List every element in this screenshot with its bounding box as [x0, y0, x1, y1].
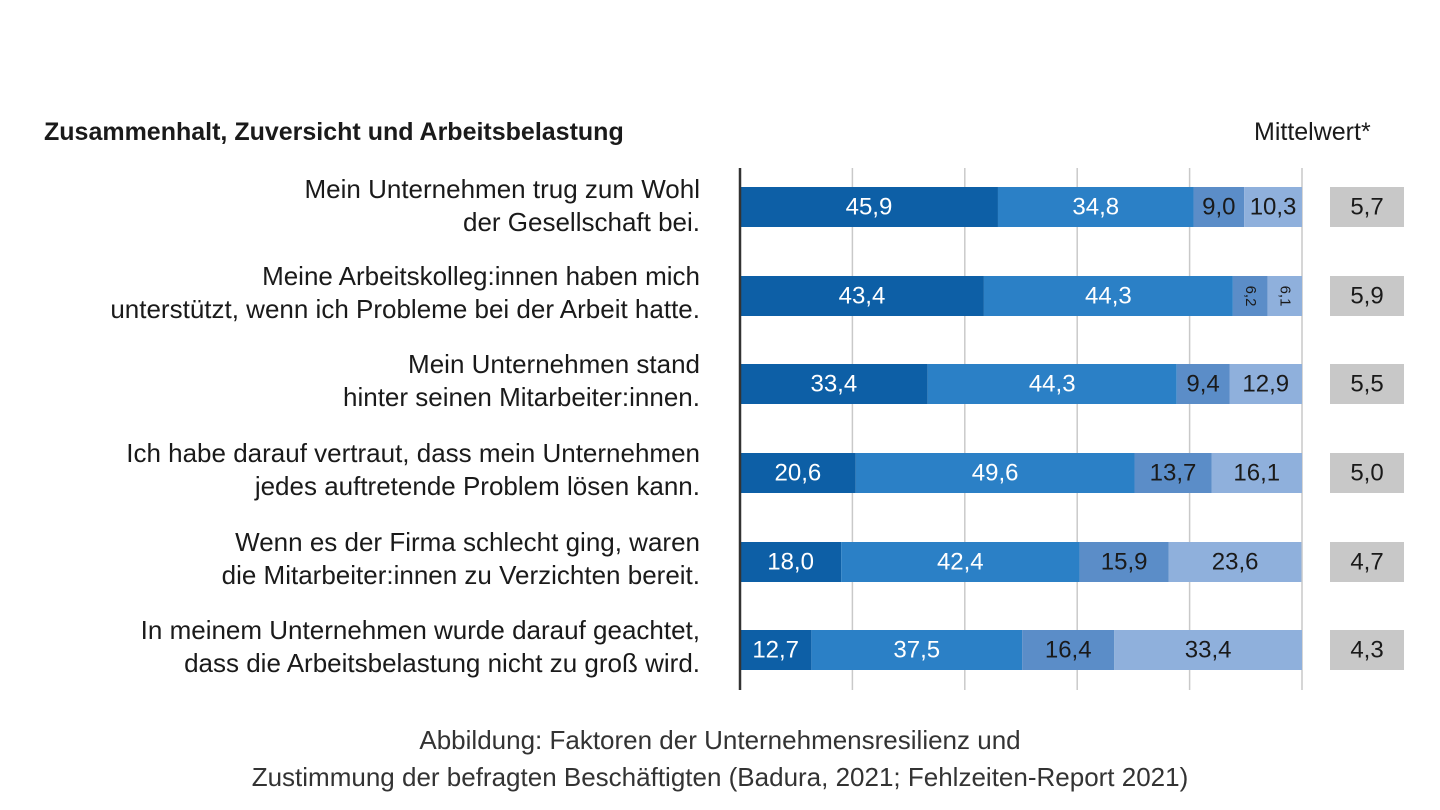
caption-line: Zustimmung der befragten Beschäftigten (… — [251, 762, 1189, 792]
mean-value-box — [1330, 630, 1404, 670]
figure-caption: Abbildung: Faktoren der Unternehmensresi… — [0, 722, 1440, 796]
row-label: Meine Arbeitskolleg:innen haben mich unt… — [0, 260, 700, 326]
bar-value-label: 12,9 — [1242, 371, 1289, 398]
row-label: In meinem Unternehmen wurde darauf geach… — [0, 614, 700, 680]
bar-segment — [997, 187, 1194, 227]
bar-value-label: 10,3 — [1250, 194, 1297, 221]
row-label-line: jedes auftretende Problem lösen kann. — [254, 471, 700, 501]
row-label-line: In meinem Unternehmen wurde darauf geach… — [140, 615, 700, 645]
mean-column-header: Mittelwert* — [1254, 118, 1371, 146]
bar-value-label: 44,3 — [1085, 283, 1132, 310]
bar-value-label: 42,4 — [937, 549, 984, 576]
row-label-line: Mein Unternehmen stand — [408, 349, 700, 379]
bar-value-label: 9,4 — [1186, 371, 1219, 398]
bar-value-label: 6,2 — [1242, 286, 1259, 307]
bar-value-label: 16,4 — [1045, 637, 1092, 664]
bar-segment — [811, 630, 1023, 670]
bar-segment — [740, 453, 856, 493]
mean-value-label: 4,3 — [1350, 637, 1383, 664]
row-label: Mein Unternehmen stand hinter seinen Mit… — [0, 348, 700, 414]
bar-value-label: 13,7 — [1150, 460, 1197, 487]
mean-value-box — [1330, 453, 1404, 493]
bar-value-label: 49,6 — [972, 460, 1019, 487]
mean-value-label: 5,0 — [1350, 460, 1383, 487]
row-label: Mein Unternehmen trug zum Wohl der Gesel… — [0, 173, 700, 239]
bar-value-label: 6,1 — [1276, 286, 1293, 307]
bar-value-label: 33,4 — [1185, 637, 1232, 664]
row-label-line: Meine Arbeitskolleg:innen haben mich — [262, 261, 700, 291]
bar-segment — [1079, 542, 1169, 582]
bar-segment — [855, 453, 1135, 493]
bar-value-label: 12,7 — [752, 637, 799, 664]
bar-segment — [1022, 630, 1115, 670]
bar-value-label: 43,4 — [839, 283, 886, 310]
bar-segment — [927, 364, 1177, 404]
bar-segment — [1229, 364, 1302, 404]
bar-value-label: 23,6 — [1212, 549, 1259, 576]
bar-segment — [841, 542, 1080, 582]
bar-segment — [1114, 630, 1302, 670]
chart-title: Zusammenhalt, Zuversicht und Arbeitsbela… — [44, 118, 624, 146]
row-label-line: Ich habe darauf vertraut, dass mein Unte… — [126, 438, 700, 468]
bar-value-label: 20,6 — [775, 460, 822, 487]
row-label: Ich habe darauf vertraut, dass mein Unte… — [0, 437, 700, 503]
mean-value-label: 5,7 — [1350, 194, 1383, 221]
caption-line: Abbildung: Faktoren der Unternehmensresi… — [419, 725, 1021, 755]
bar-value-label: 9,0 — [1202, 194, 1235, 221]
bar-value-label: 18,0 — [767, 549, 814, 576]
bar-segment — [1193, 187, 1245, 227]
bar-segment — [740, 542, 842, 582]
mean-value-box — [1330, 364, 1404, 404]
bar-value-label: 33,4 — [810, 371, 857, 398]
bar-segment — [1232, 276, 1268, 316]
bar-segment — [1244, 187, 1302, 227]
mean-value-box — [1330, 187, 1404, 227]
bar-segment — [740, 187, 998, 227]
bar-segment — [1168, 542, 1302, 582]
row-label-line: unterstützt, wenn ich Probleme bei der A… — [110, 294, 700, 324]
row-label-line: hinter seinen Mitarbeiter:innen. — [343, 382, 700, 412]
bar-value-label: 44,3 — [1029, 371, 1076, 398]
mean-value-box — [1330, 542, 1404, 582]
bar-segment — [1267, 276, 1302, 316]
bar-segment — [1176, 364, 1230, 404]
row-label-line: der Gesellschaft bei. — [462, 207, 700, 237]
bar-value-label: 16,1 — [1233, 460, 1280, 487]
bar-value-label: 37,5 — [893, 637, 940, 664]
row-label: Wenn es der Firma schlecht ging, waren d… — [0, 526, 700, 592]
mean-value-label: 4,7 — [1350, 549, 1383, 576]
mean-value-label: 5,5 — [1350, 371, 1383, 398]
bar-value-label: 34,8 — [1072, 194, 1119, 221]
mean-value-box — [1330, 276, 1404, 316]
row-label-line: die Mitarbeiter:innen zu Verzichten bere… — [221, 560, 700, 590]
row-label-line: Mein Unternehmen trug zum Wohl — [304, 174, 700, 204]
bar-segment — [740, 630, 812, 670]
row-label-line: dass die Arbeitsbelastung nicht zu groß … — [184, 648, 700, 678]
bar-value-label: 45,9 — [846, 194, 893, 221]
bar-value-label: 15,9 — [1101, 549, 1148, 576]
mean-value-label: 5,9 — [1350, 283, 1383, 310]
bar-segment — [740, 276, 984, 316]
bar-segment — [1211, 453, 1302, 493]
bar-segment — [983, 276, 1233, 316]
bar-segment — [740, 364, 928, 404]
row-label-line: Wenn es der Firma schlecht ging, waren — [235, 527, 700, 557]
bar-segment — [1134, 453, 1212, 493]
